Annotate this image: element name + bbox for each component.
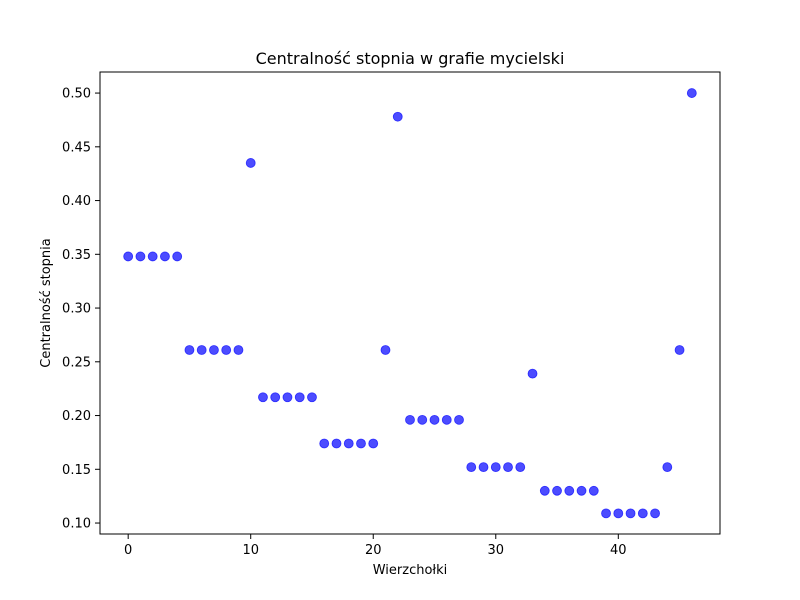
data-point (343, 438, 354, 449)
data-point (270, 392, 281, 403)
data-point (503, 462, 513, 473)
data-point (331, 438, 342, 449)
data-point (294, 392, 305, 403)
data-points (123, 88, 697, 519)
data-point (233, 345, 244, 355)
data-point (527, 368, 538, 379)
x-tick-label: 10 (242, 543, 259, 558)
chart-title: Centralność stopnia w grafie mycielski (256, 49, 565, 68)
x-tick-label: 30 (487, 543, 504, 558)
x-axis: 0 10 20 30 40 (124, 534, 627, 558)
data-point (576, 485, 587, 496)
data-point (123, 251, 134, 262)
plot-area: 0 10 20 30 40 0.100.150.200.250.300.350.400.… (62, 71, 721, 558)
data-point (319, 438, 330, 449)
data-point (601, 508, 611, 519)
data-point (454, 414, 464, 425)
data-point (245, 158, 256, 168)
data-point (564, 485, 575, 496)
data-point (686, 88, 697, 98)
data-point (147, 251, 158, 262)
data-point (196, 345, 207, 355)
data-point (552, 485, 562, 496)
y-tick-label: 0.50 (62, 87, 91, 102)
data-point (625, 508, 636, 519)
data-point (441, 414, 452, 425)
data-point (172, 251, 183, 262)
data-point (209, 345, 219, 355)
data-point (380, 345, 391, 355)
y-tick-label: 0.30 (62, 302, 91, 317)
data-point (258, 392, 268, 403)
y-tick-label: 0.40 (62, 194, 91, 209)
data-point (637, 508, 648, 519)
data-point (613, 508, 624, 519)
y-tick-label: 0.25 (62, 355, 91, 370)
data-point (160, 251, 170, 262)
data-point (674, 345, 685, 355)
data-point (392, 111, 403, 122)
x-tick-label: 40 (610, 543, 627, 558)
data-point (405, 414, 415, 425)
y-tick-label: 0.15 (62, 463, 91, 478)
data-point (650, 508, 660, 519)
data-point (466, 462, 477, 473)
x-axis-label: Wierzchołki (373, 563, 448, 578)
plot-frame (99, 71, 721, 535)
y-tick-label: 0.45 (62, 140, 91, 155)
data-point (356, 438, 366, 449)
data-point (429, 414, 440, 425)
data-point (478, 462, 489, 473)
data-point (490, 462, 501, 473)
x-tick-label: 0 (124, 543, 132, 558)
data-point (662, 462, 673, 473)
data-point (135, 251, 146, 262)
data-point (368, 438, 379, 449)
data-point (221, 345, 232, 355)
data-point (588, 485, 599, 496)
data-point (282, 392, 293, 403)
data-point (184, 345, 195, 355)
x-tick-label: 20 (365, 543, 382, 558)
data-point (417, 414, 428, 425)
data-point (307, 392, 317, 403)
data-point (515, 462, 526, 473)
y-axis-label: Centralność stopnia (39, 238, 54, 367)
y-tick-label: 0.35 (62, 248, 91, 263)
data-point (539, 485, 550, 496)
y-tick-label: 0.10 (62, 517, 91, 532)
y-axis: 0.10 0.15 0.20 0.25 0.30 0.35 0.40 0.45 0.50 (62, 87, 100, 532)
y-tick-label: 0.20 (62, 409, 91, 424)
